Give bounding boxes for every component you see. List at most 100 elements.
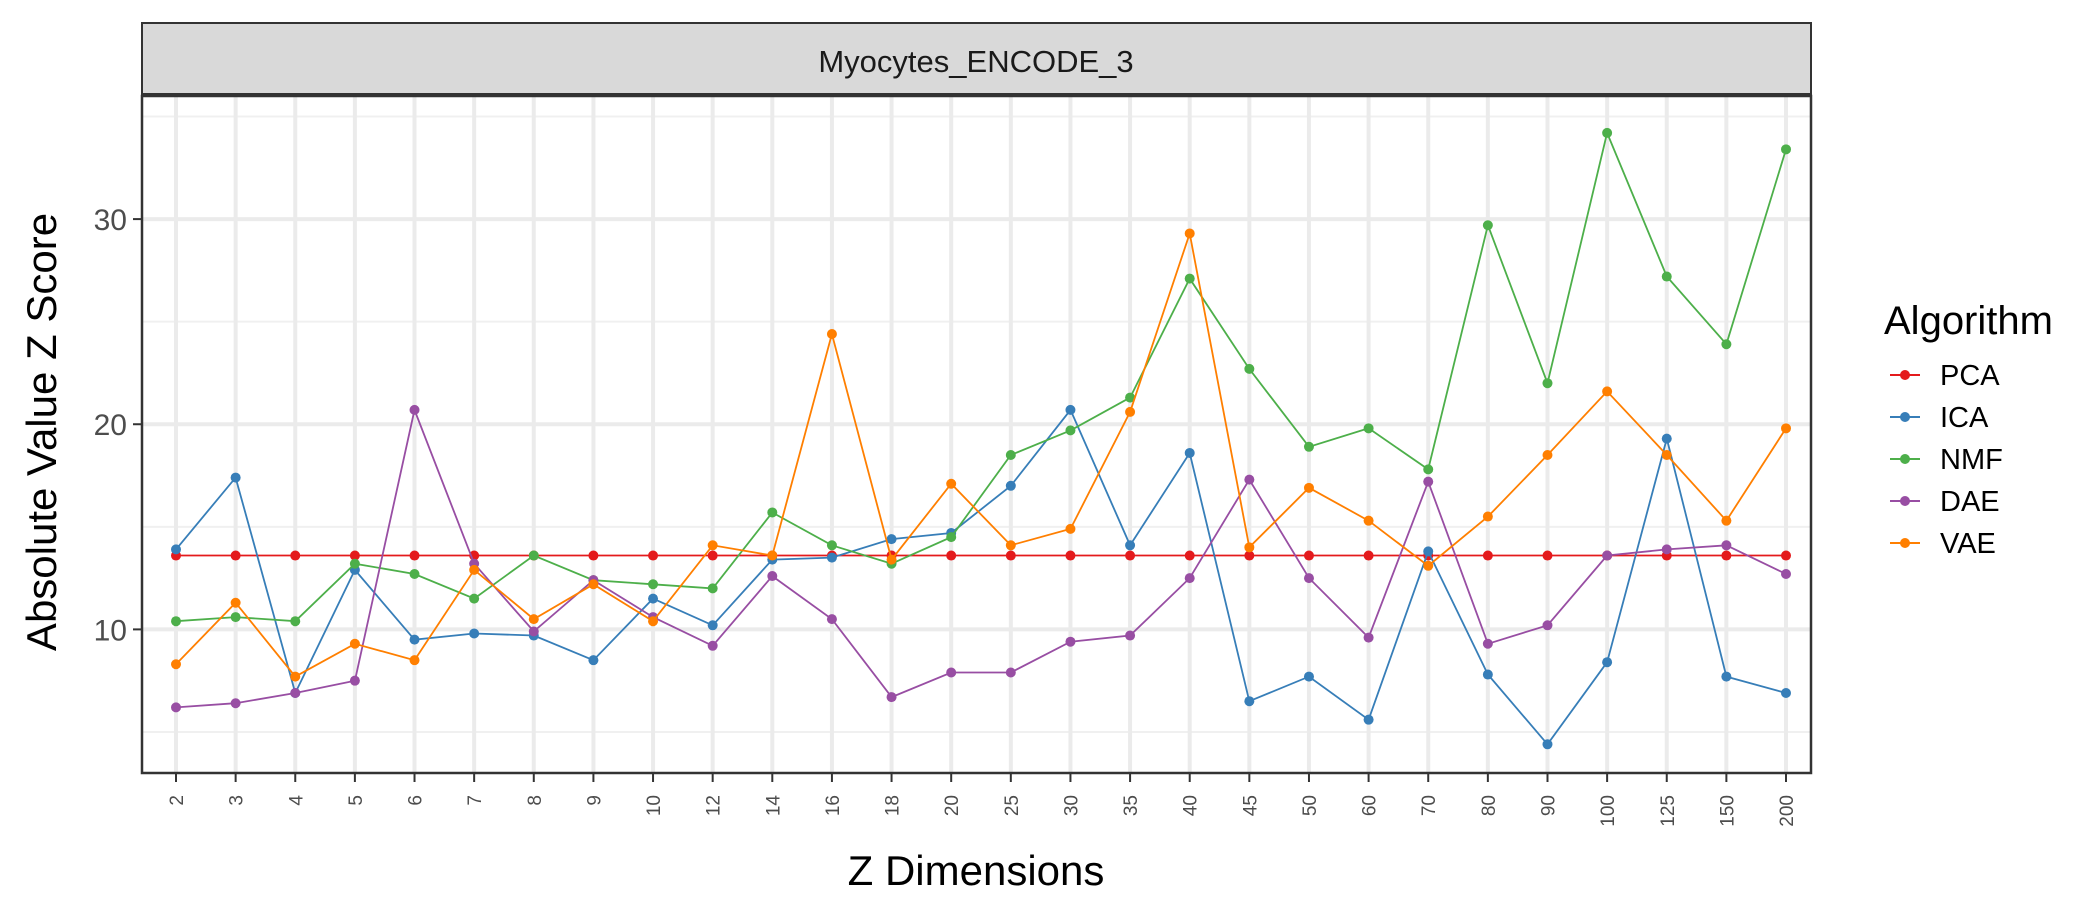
legend-key-point xyxy=(1900,538,1910,548)
data-point-dae xyxy=(1423,476,1434,487)
data-point-vae xyxy=(1781,423,1792,434)
data-point-nmf xyxy=(826,540,837,551)
data-point-dae xyxy=(1184,573,1195,584)
data-point-vae xyxy=(707,540,718,551)
x-tick-label: 10 xyxy=(644,795,665,816)
data-point-vae xyxy=(1125,406,1136,417)
data-point-vae xyxy=(1065,523,1076,534)
data-point-vae xyxy=(349,638,360,649)
data-point-dae xyxy=(1781,569,1792,580)
data-point-pca xyxy=(290,550,301,561)
data-point-nmf xyxy=(1125,392,1136,403)
data-point-pca xyxy=(1184,550,1195,561)
data-point-ica xyxy=(171,544,181,555)
x-tick-label: 12 xyxy=(704,795,725,816)
data-point-nmf xyxy=(230,612,241,623)
data-point-ica xyxy=(469,628,480,639)
data-point-pca xyxy=(707,550,718,561)
x-tick-label: 45 xyxy=(1240,795,1261,816)
x-tick-label: 25 xyxy=(1002,795,1023,816)
x-tick-label: 9 xyxy=(584,795,605,806)
data-point-ica xyxy=(1184,447,1195,458)
data-point-ica xyxy=(826,552,837,563)
data-point-nmf xyxy=(1661,271,1672,282)
legend-item-ica: ICA xyxy=(1890,402,1989,434)
data-point-vae xyxy=(767,550,778,561)
data-point-vae xyxy=(886,554,897,565)
data-point-vae xyxy=(946,478,957,489)
data-point-dae xyxy=(1602,550,1613,561)
series-dae xyxy=(171,404,1792,713)
data-point-pca xyxy=(1363,550,1374,561)
data-point-nmf xyxy=(1781,144,1792,155)
data-point-dae xyxy=(886,692,897,703)
data-point-ica xyxy=(1303,671,1314,682)
data-point-pca xyxy=(1542,550,1553,561)
data-point-ica xyxy=(588,655,599,666)
data-point-nmf xyxy=(1482,220,1493,231)
data-point-dae xyxy=(409,404,420,415)
legend-title: Algorithm xyxy=(1884,299,2053,343)
data-point-pca xyxy=(1005,550,1016,561)
plot-panel xyxy=(142,96,1811,773)
data-point-nmf xyxy=(1363,423,1374,434)
legend-label: PCA xyxy=(1940,360,2000,392)
data-point-vae xyxy=(1602,386,1613,397)
data-point-nmf xyxy=(1721,339,1732,350)
legend: Algorithm PCA ICA NMF DAE VAE xyxy=(1884,299,2053,560)
data-point-nmf xyxy=(290,616,301,627)
data-point-dae xyxy=(528,626,539,637)
legend-key-point xyxy=(1900,454,1910,464)
data-point-dae xyxy=(707,640,718,651)
data-point-pca xyxy=(409,550,420,561)
data-point-nmf xyxy=(707,583,718,594)
data-point-vae xyxy=(1721,515,1732,526)
series-ica xyxy=(171,404,1792,750)
data-point-nmf xyxy=(528,550,539,561)
x-tick-label: 125 xyxy=(1658,795,1679,827)
legend-label: DAE xyxy=(1940,486,2000,518)
data-point-vae xyxy=(826,328,837,339)
data-point-vae xyxy=(1244,542,1255,553)
legend-item-dae: DAE xyxy=(1890,486,2000,518)
series-line-nmf xyxy=(175,129,1787,623)
series-line-ica xyxy=(175,408,1787,746)
data-point-pca xyxy=(1721,550,1732,561)
x-tick-label: 20 xyxy=(942,795,963,816)
x-tick-label: 100 xyxy=(1598,795,1619,827)
data-point-ica xyxy=(409,634,420,645)
data-point-nmf xyxy=(349,558,360,569)
data-point-ica xyxy=(1602,657,1613,668)
data-point-pca xyxy=(1244,550,1255,561)
data-point-ica xyxy=(1363,714,1374,725)
x-tick-label: 2 xyxy=(167,795,188,806)
data-point-dae xyxy=(230,698,241,709)
data-point-nmf xyxy=(1303,441,1314,452)
facet-strip: Myocytes_ENCODE_3 xyxy=(141,22,1812,97)
data-point-dae xyxy=(1125,630,1136,641)
x-tick-label: 80 xyxy=(1479,795,1500,816)
data-point-nmf xyxy=(1065,425,1076,436)
x-tick-label: 6 xyxy=(406,795,427,806)
legend-item-nmf: NMF xyxy=(1890,444,2003,476)
x-tick-label: 7 xyxy=(465,795,486,806)
data-point-nmf xyxy=(1423,464,1434,475)
data-point-vae xyxy=(171,659,181,670)
data-point-nmf xyxy=(1005,450,1016,461)
data-point-vae xyxy=(1303,482,1314,493)
data-point-vae xyxy=(528,614,539,625)
series-line-dae xyxy=(175,406,1787,709)
data-point-dae xyxy=(290,687,301,698)
data-point-vae xyxy=(230,597,241,608)
data-point-vae xyxy=(469,564,480,575)
data-point-ica xyxy=(230,472,241,483)
data-point-dae xyxy=(826,614,837,625)
x-tick-label: 14 xyxy=(763,795,784,817)
data-point-pca xyxy=(1781,550,1792,561)
series-vae xyxy=(171,228,1792,682)
data-point-ica xyxy=(1125,540,1136,551)
data-point-vae xyxy=(1542,450,1553,461)
legend-key-point xyxy=(1900,370,1910,380)
data-point-ica xyxy=(1721,671,1732,682)
